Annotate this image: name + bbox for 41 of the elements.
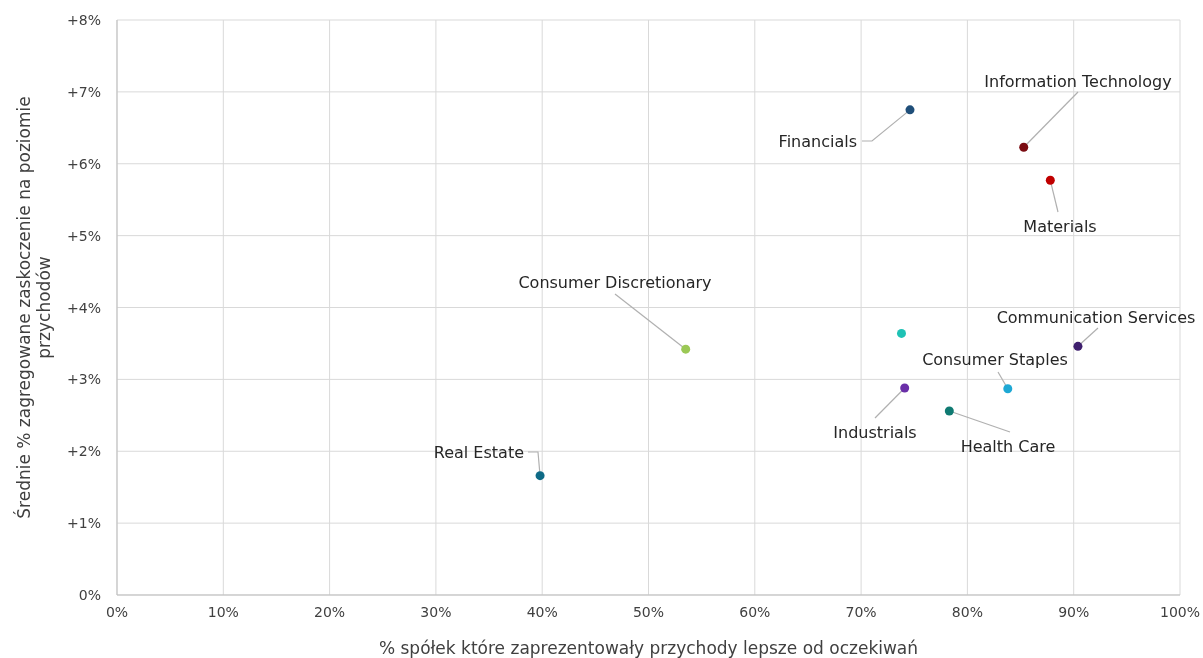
x-tick-label: 30% <box>420 604 452 620</box>
x-tick-label: 50% <box>632 604 665 620</box>
text: Industrials <box>833 423 917 442</box>
x-tick-label: 70% <box>845 604 877 620</box>
y-tick-label: +1% <box>67 515 101 532</box>
point <box>1003 384 1013 394</box>
y-tick-label: +7% <box>67 83 101 100</box>
y-tick-label: +6% <box>67 155 101 172</box>
point <box>535 471 545 481</box>
point <box>1019 142 1029 152</box>
text: Financials <box>778 132 857 151</box>
x-tick-label: 20% <box>314 604 346 620</box>
x-tick-label: 80% <box>951 604 983 620</box>
point <box>1045 175 1055 185</box>
series-label: Communication Services <box>996 308 1196 327</box>
series-label: Real Estate <box>433 443 524 462</box>
x-tick-label: 60% <box>739 604 771 620</box>
point <box>681 344 691 354</box>
text: Materials <box>1023 217 1097 236</box>
series-label: Consumer Staples <box>922 350 1068 369</box>
x-tick-label: 100% <box>1159 604 1201 620</box>
y-tick-label: +3% <box>67 371 101 388</box>
x-tick-label: 10% <box>207 604 239 620</box>
y-tick-label: +4% <box>67 299 101 316</box>
point <box>900 383 910 393</box>
x-tick-label: 40% <box>526 604 558 620</box>
x-axis-title: % spółek które zaprezentowały przychody lepsze od oczekiwań <box>378 638 919 658</box>
text: Consumer Discretionary <box>518 273 712 292</box>
x-tick-label: 90% <box>1058 604 1090 620</box>
point <box>944 406 954 416</box>
series-label: Health Care <box>960 437 1056 456</box>
text: Information Technology <box>984 72 1172 91</box>
point <box>896 328 906 338</box>
y-tick-label: +2% <box>67 443 101 460</box>
y-tick-label: 0% <box>78 587 101 603</box>
point <box>905 105 915 115</box>
point <box>1073 341 1083 351</box>
y-axis-title: Średnie % zagregowane zaskoczenie na poziomie przychodów <box>13 96 54 519</box>
y-tick-label: +8% <box>67 12 101 28</box>
x-tick-label: 0% <box>105 604 129 620</box>
y-tick-label: +5% <box>67 227 101 244</box>
